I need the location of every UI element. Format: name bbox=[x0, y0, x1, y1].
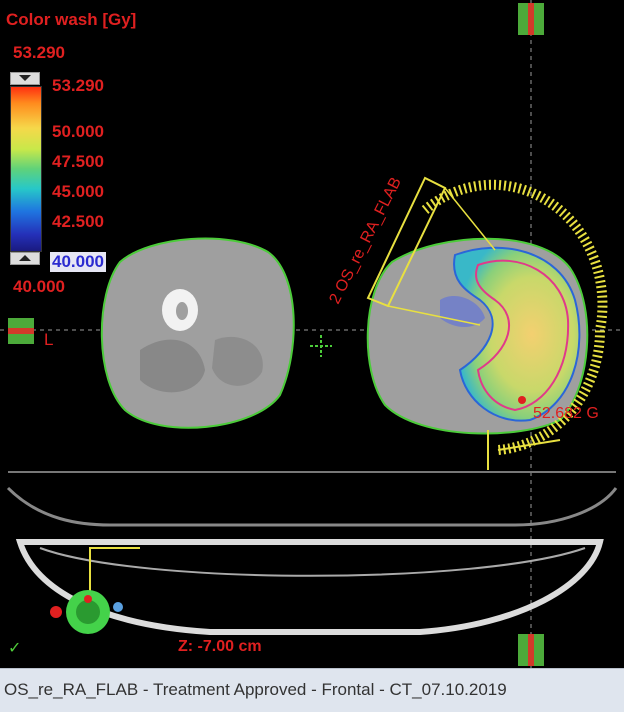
crosshair-icon[interactable] bbox=[310, 335, 332, 357]
ct-scene bbox=[0, 0, 624, 668]
ct-viewer-viewport[interactable]: Color wash [Gy] 53.290 53.290 50.000 47.… bbox=[0, 0, 624, 668]
dose-point-marker[interactable] bbox=[518, 396, 526, 404]
dose-colorbar bbox=[10, 86, 42, 252]
spin-top-button[interactable] bbox=[10, 72, 40, 85]
legend-min-value: 40.000 bbox=[13, 277, 65, 296]
z-position-label: Z: -7.00 cm bbox=[178, 638, 262, 655]
status-bar: OS_re_RA_FLAB - Treatment Approved - Fro… bbox=[0, 668, 624, 712]
bottom-slice-marker[interactable] bbox=[518, 634, 544, 666]
left-thigh-slice bbox=[100, 237, 295, 429]
side-slice-marker[interactable] bbox=[8, 318, 34, 344]
spin-bottom-button[interactable] bbox=[10, 252, 40, 265]
treatment-couch bbox=[6, 471, 618, 635]
status-text: OS_re_RA_FLAB - Treatment Approved - Fro… bbox=[4, 680, 507, 699]
beam-label[interactable]: 2 OS_re_RA_FLAB bbox=[326, 175, 405, 307]
check-icon: ✓ bbox=[8, 640, 22, 657]
legend-title: Color wash [Gy] bbox=[6, 10, 137, 29]
legend-max-value: 53.290 bbox=[13, 43, 65, 62]
legend-tick: 50.000 bbox=[52, 122, 104, 141]
legend-tick: 47.500 bbox=[52, 152, 104, 171]
dose-colorwash bbox=[453, 246, 581, 422]
spin-top-value[interactable]: 53.290 bbox=[52, 76, 104, 95]
dose-point-label: 52.682 G bbox=[533, 405, 599, 422]
beam-arc[interactable] bbox=[421, 179, 608, 455]
legend-tick: 45.000 bbox=[52, 182, 104, 201]
beam-label-svg: 2 OS_re_RA_FLAB bbox=[326, 175, 405, 307]
top-slice-marker[interactable] bbox=[518, 3, 544, 35]
legend-tick: 42.500 bbox=[52, 212, 104, 231]
spin-bottom-value[interactable]: 40.000 bbox=[50, 252, 106, 272]
orientation-label: L bbox=[44, 330, 54, 349]
patient-orientation-icon[interactable] bbox=[50, 547, 140, 634]
